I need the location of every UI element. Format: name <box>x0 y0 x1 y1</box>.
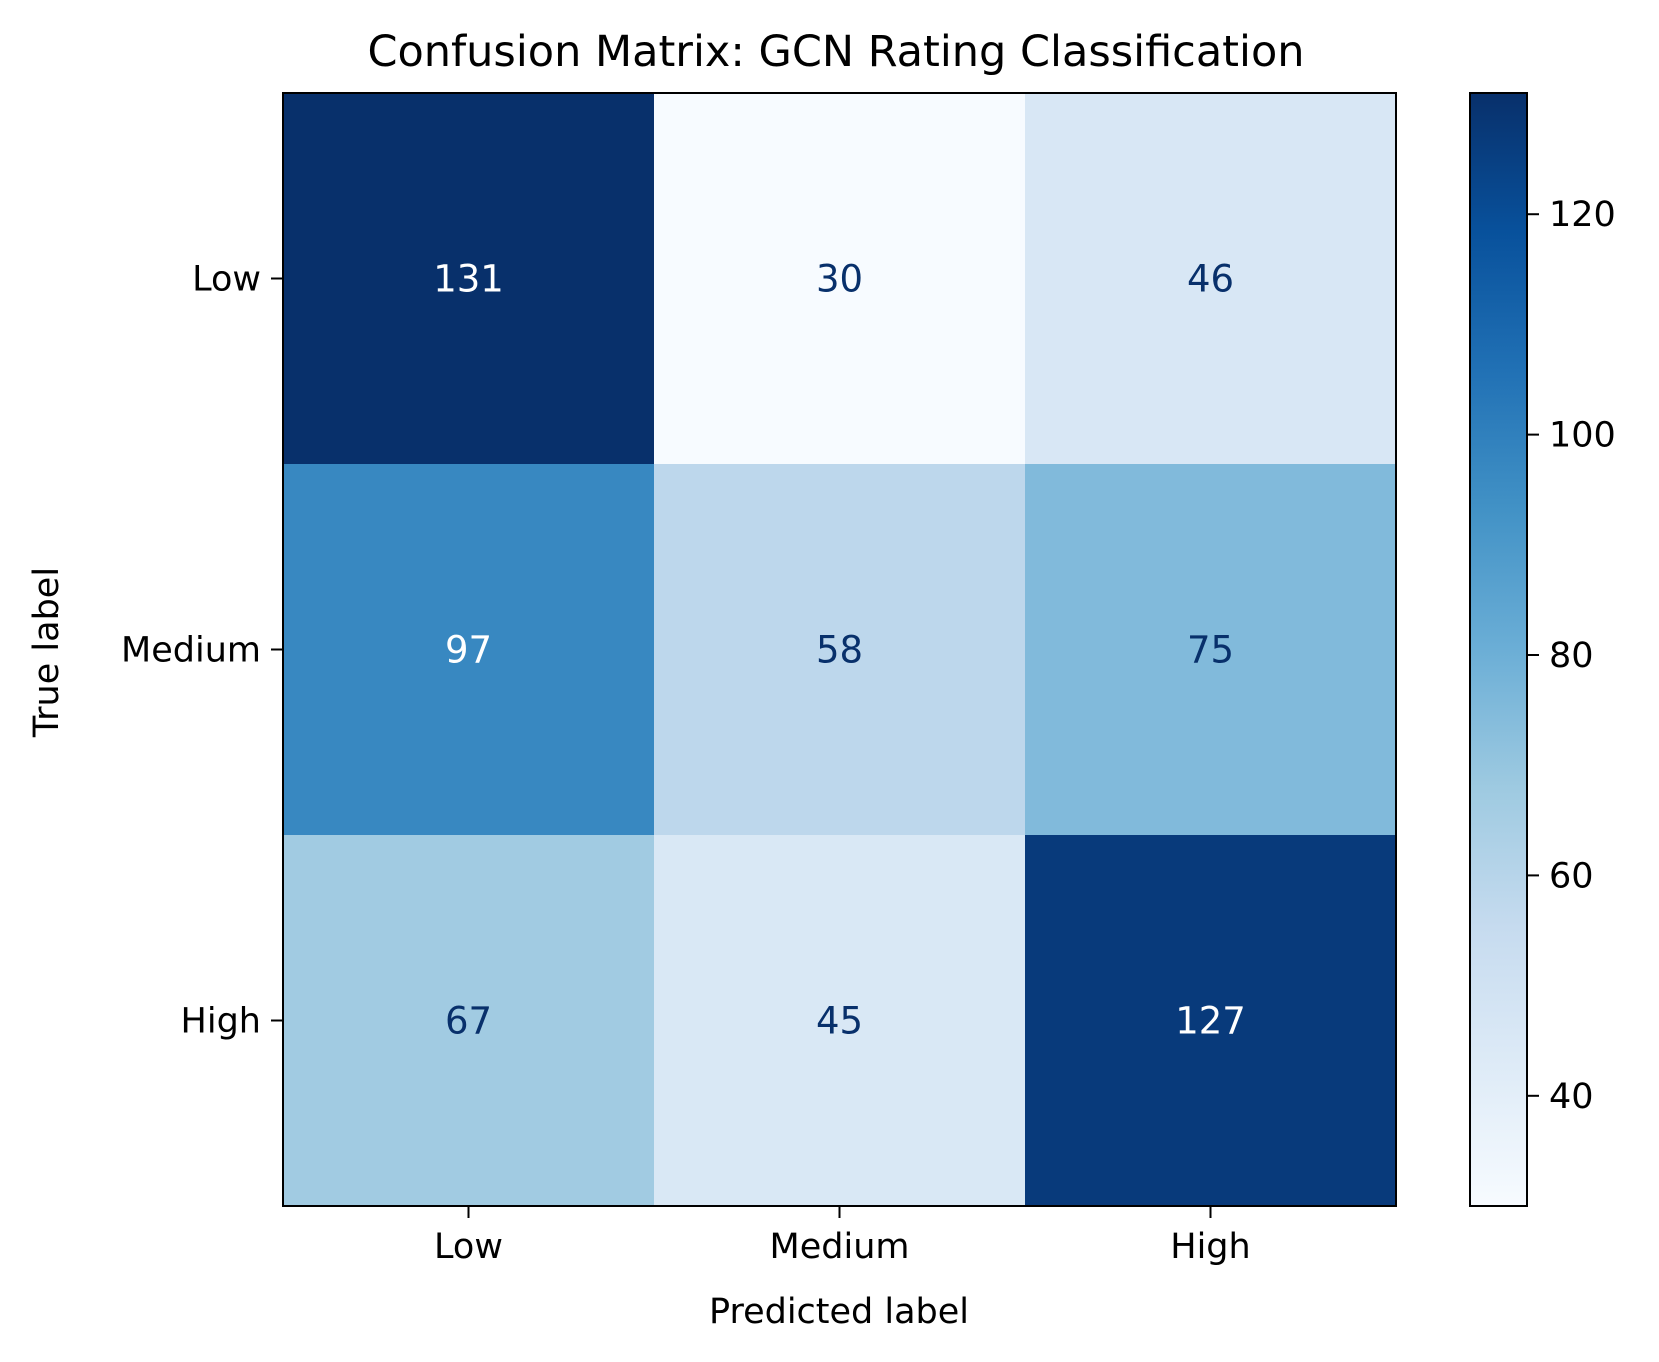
cell-value-label: 75 <box>1187 629 1234 672</box>
y-tick-label: Low <box>192 260 261 300</box>
cell-value-label: 131 <box>433 258 504 301</box>
cell-value-label: 127 <box>1175 1000 1246 1043</box>
x-tick-label: Low <box>434 1227 503 1267</box>
colorbar-ticks: 40 60 80 100 120 <box>1527 195 1616 1117</box>
cell-value-label: 30 <box>816 258 863 301</box>
cell-value-label: 67 <box>445 1000 492 1043</box>
heatmap-cell <box>1025 93 1397 465</box>
cell-value-label: 45 <box>816 1000 863 1043</box>
colorbar-tick-label: 60 <box>1549 856 1594 896</box>
heatmap-cell <box>283 464 655 836</box>
colorbar-tick-label: 100 <box>1549 416 1616 456</box>
x-tick-label: Medium <box>770 1227 910 1267</box>
cell-value-label: 58 <box>816 629 863 672</box>
x-axis-ticks: Low Medium High <box>434 1206 1251 1267</box>
colorbar <box>1469 92 1528 1207</box>
heatmap-cell <box>1025 464 1397 836</box>
x-tick-label: High <box>1170 1227 1250 1267</box>
heatmap-cell <box>1025 835 1397 1207</box>
y-tick-label: Medium <box>121 631 261 671</box>
colorbar-tick-label: 120 <box>1549 195 1616 235</box>
y-axis-label: True label <box>27 567 67 738</box>
cell-value-labels: 131 30 46 97 58 75 67 45 127 <box>433 258 1246 1043</box>
heatmap-cell <box>654 93 1026 465</box>
y-axis-ticks: Low Medium High <box>121 260 283 1042</box>
y-tick-label: High <box>181 1002 261 1042</box>
heatmap-cell <box>654 835 1026 1207</box>
colorbar-tick-label: 40 <box>1549 1077 1594 1117</box>
chart-title: Confusion Matrix: GCN Rating Classificat… <box>367 27 1304 77</box>
cell-value-label: 46 <box>1187 258 1234 301</box>
heatmap-cells <box>283 93 1397 1207</box>
colorbar-tick-label: 80 <box>1549 636 1594 676</box>
heatmap-cell <box>283 835 655 1207</box>
x-axis-label: Predicted label <box>709 1292 969 1332</box>
heatmap-cell <box>654 464 1026 836</box>
heatmap-cell <box>283 93 655 465</box>
cell-value-label: 97 <box>445 629 492 672</box>
